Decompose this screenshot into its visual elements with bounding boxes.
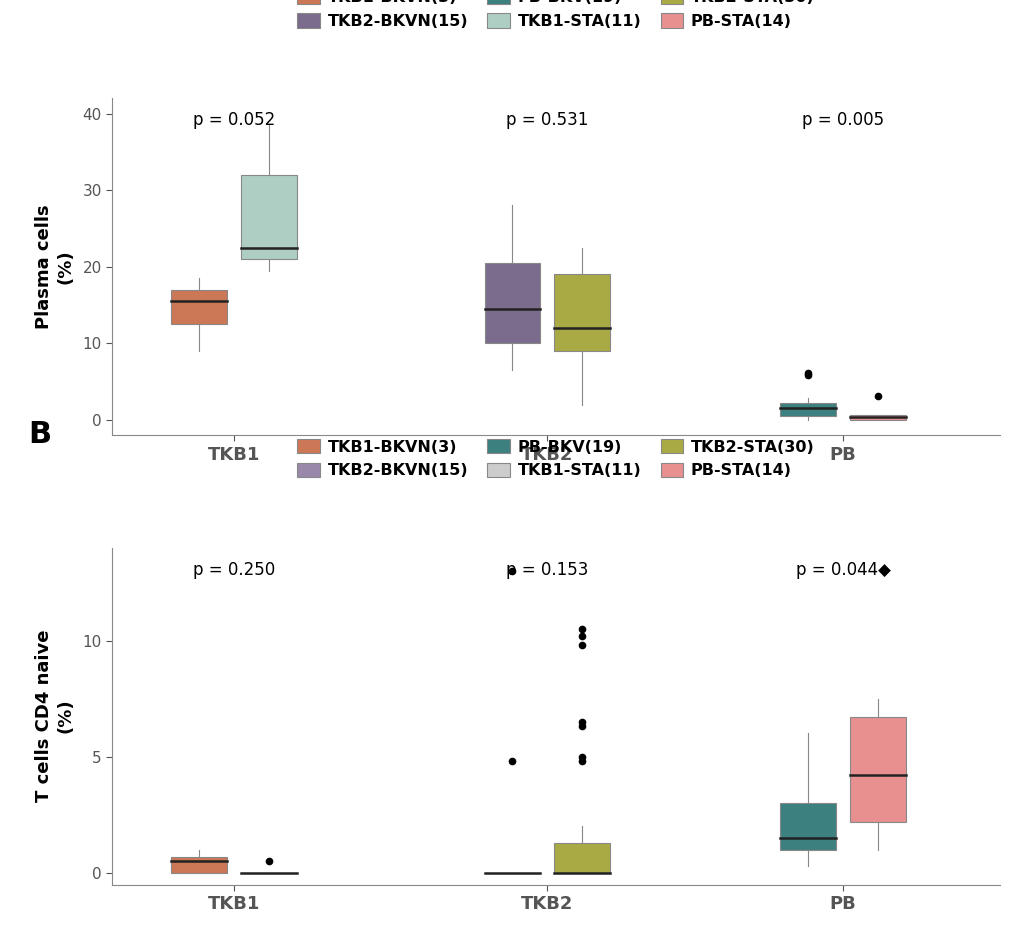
- Text: p = 0.153: p = 0.153: [505, 561, 588, 578]
- Legend: TKB1-BKVN(3), TKB2-BKVN(15), PB-BKV(19), TKB1-STA(11), TKB2-STA(30), PB-STA(14): TKB1-BKVN(3), TKB2-BKVN(15), PB-BKV(19),…: [292, 0, 818, 34]
- Bar: [849, 415, 905, 420]
- Y-axis label: Plasma cells
(%): Plasma cells (%): [36, 204, 74, 329]
- Legend: TKB1-BKVN(3), TKB2-BKVN(15), PB-BKV(19), TKB1-STA(11), TKB2-STA(30), PB-STA(14): TKB1-BKVN(3), TKB2-BKVN(15), PB-BKV(19),…: [292, 434, 818, 483]
- Bar: [780, 803, 836, 850]
- Text: p = 0.531: p = 0.531: [505, 111, 588, 129]
- Bar: [553, 842, 609, 873]
- Text: p = 0.250: p = 0.250: [193, 561, 275, 578]
- Text: p = 0.052: p = 0.052: [193, 111, 275, 129]
- Text: p = 0.044◆: p = 0.044◆: [795, 561, 890, 578]
- Text: p = 0.005: p = 0.005: [801, 111, 883, 129]
- Bar: [780, 403, 836, 417]
- Bar: [553, 274, 609, 351]
- Bar: [849, 717, 905, 822]
- Bar: [171, 856, 227, 873]
- Y-axis label: T cells CD4 naive
(%): T cells CD4 naive (%): [36, 630, 74, 802]
- Bar: [240, 175, 297, 259]
- Text: B: B: [28, 419, 51, 448]
- Bar: [171, 290, 227, 324]
- Bar: [484, 263, 540, 344]
